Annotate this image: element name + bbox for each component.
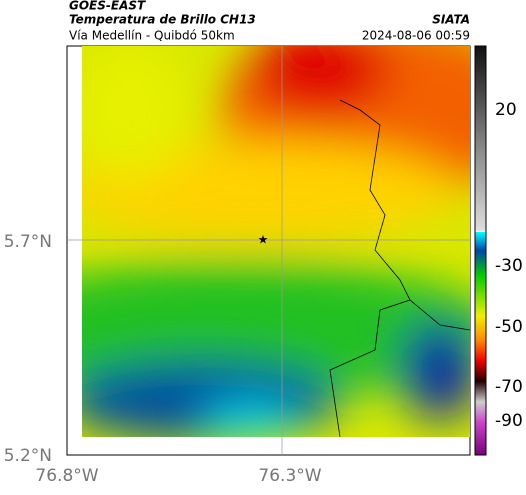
location-marker: ★ [258, 233, 269, 247]
lat-label: 5.2°N [4, 446, 52, 466]
border-lines [329, 99, 471, 438]
colorbar-label: -50 [495, 317, 523, 337]
lon-label: 76.8°W [35, 466, 98, 486]
subtitle: Temperatura de Brillo CH13 [69, 13, 256, 27]
colorbar [474, 45, 487, 456]
brightness-field [82, 46, 470, 437]
title: GOES-EAST [69, 0, 146, 13]
colorbar-label: 20 [495, 100, 517, 120]
timestamp: 2024-08-06 00:59 [362, 29, 470, 43]
source: SIATA [432, 13, 470, 27]
colorbar-label: -30 [495, 256, 523, 276]
colorbar-label: -70 [495, 377, 523, 397]
route: Vía Medellín - Quibdó 50km [69, 29, 235, 43]
lat-label: 5.7°N [4, 232, 52, 252]
colorbar-label: -90 [495, 411, 523, 431]
lon-label: 76.3°W [258, 466, 321, 486]
